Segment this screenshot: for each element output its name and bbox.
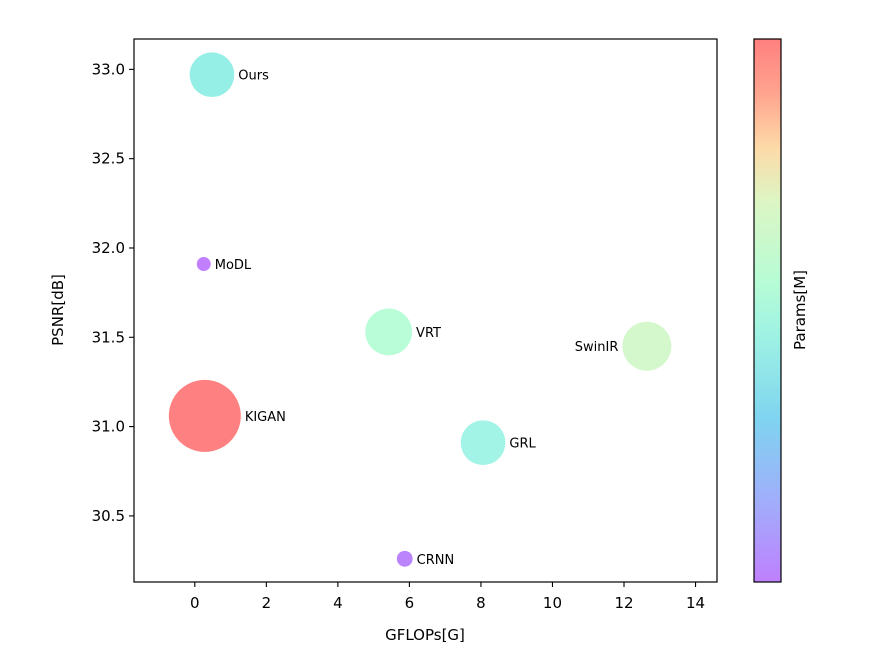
y-tick-label: 31.0	[92, 418, 125, 436]
x-tick-label: 10	[543, 594, 562, 612]
x-tick-label: 8	[476, 594, 486, 612]
plot-area	[134, 39, 717, 582]
x-tick-label: 6	[405, 594, 415, 612]
plot-frame	[133, 38, 718, 583]
point-label-vrt: VRT	[416, 326, 441, 341]
bubble-grl	[460, 420, 506, 465]
x-axis-label: GFLOPs[G]	[385, 626, 465, 644]
point-label-swinir: SwinIR	[575, 340, 619, 355]
y-axis-label: PSNR[dB]	[49, 274, 67, 346]
bubble-kigan	[168, 379, 241, 452]
colorbar-label: Params[M]	[791, 270, 809, 350]
bubble-ours	[189, 52, 235, 98]
y-tick-label: 33.0	[92, 60, 125, 78]
x-tick-label: 0	[190, 594, 200, 612]
point-label-kigan: KIGAN	[245, 410, 286, 425]
point-label-modl: MoDL	[215, 258, 252, 273]
y-axis-ticks: 30.5 31.0 31.5 32.0 32.5 33.0	[92, 60, 134, 525]
point-labels-group: Ours MoDL VRT SwinIR KIGAN GRL CRNN	[215, 69, 619, 568]
bubbles-group	[168, 52, 672, 567]
y-tick-label: 32.5	[92, 150, 125, 168]
x-tick-label: 4	[333, 594, 343, 612]
point-label-grl: GRL	[509, 437, 536, 452]
x-axis-ticks: 0 2 4 6 8 10 12 14	[190, 582, 705, 612]
bubble-swinir	[622, 321, 672, 371]
y-tick-label: 32.0	[92, 239, 125, 257]
point-label-ours: Ours	[238, 69, 269, 84]
bubble-modl	[196, 257, 211, 272]
bubble-crnn	[396, 550, 413, 567]
colorbar	[753, 38, 782, 583]
y-tick-label: 31.5	[92, 328, 125, 346]
bubble-vrt	[365, 308, 413, 356]
x-tick-label: 12	[614, 594, 633, 612]
x-tick-label: 2	[262, 594, 272, 612]
x-tick-label: 14	[686, 594, 705, 612]
y-tick-label: 30.5	[92, 507, 125, 525]
point-label-crnn: CRNN	[417, 553, 455, 568]
